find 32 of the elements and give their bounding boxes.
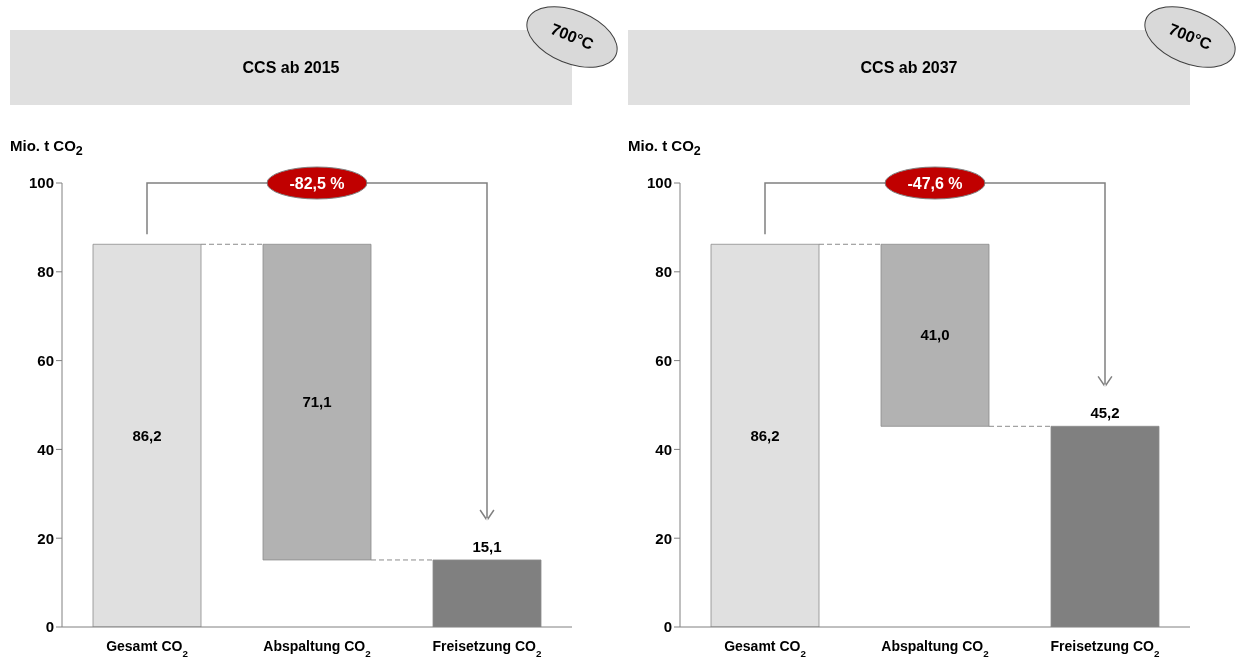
data-label: 71,1 [302,393,332,411]
data-label: 86,2 [750,426,780,444]
y-tick-label: 40 [37,440,54,458]
y-tick-label: 0 [663,618,672,636]
x-tick-label: Freisetzung CO$_{2}$ [432,638,543,659]
y-tick-label: 60 [37,351,54,369]
data-label: 41,0 [920,326,950,344]
y-tick-label: 80 [655,263,672,281]
y-tick-label: 40 [655,440,672,458]
x-tick-label: Gesamt CO$_{2}$ [724,638,807,659]
y-tick-label: 20 [37,529,54,547]
y-tick-label: 100 [28,174,54,192]
y-tick-label: 80 [37,263,54,281]
y-axis-title: Mio. t CO$_{2}$ [10,137,83,158]
y-tick-label: 20 [655,529,672,547]
text: 700°C [547,20,597,54]
y-tick-label: 0 [45,618,54,636]
annotation: -82,5 % [289,175,345,192]
y-axis-title: Mio. t CO$_{2}$ [628,137,701,158]
text: 700°C [1165,20,1215,54]
y-tick-label: 60 [655,351,672,369]
x-tick-label: Abspaltung CO$_{2}$ [881,638,990,659]
x-tick-label: Abspaltung CO$_{2}$ [263,638,372,659]
y-tick-label: 100 [646,174,672,192]
chart-title: CCS ab 2015 [242,58,340,77]
annotation: -47,6 % [907,175,963,192]
data-label: 86,2 [132,426,162,444]
x-tick-label: Freisetzung CO$_{2}$ [1050,638,1161,659]
data-label: 45,2 [1090,404,1120,422]
chart-title: CCS ab 2037 [860,58,958,77]
data-label: 15,1 [472,537,502,555]
x-tick-label: Gesamt CO$_{2}$ [106,638,189,659]
